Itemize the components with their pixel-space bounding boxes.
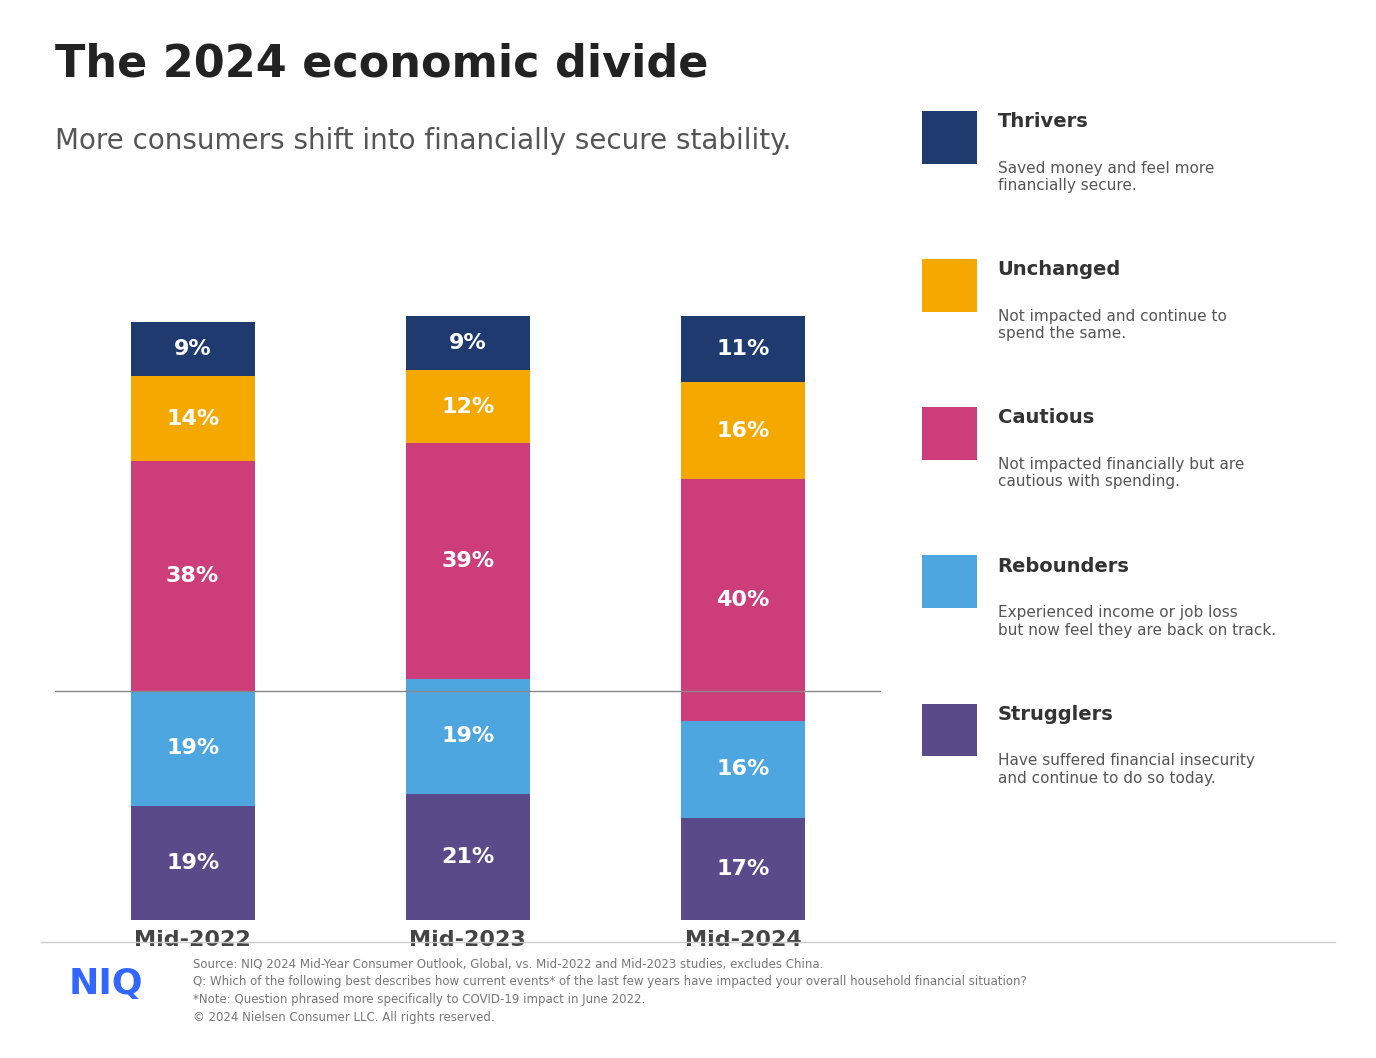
Text: Source: NIQ 2024 Mid-Year Consumer Outlook, Global, vs. Mid-2022 and Mid-2023 st: Source: NIQ 2024 Mid-Year Consumer Outlo… — [193, 957, 1026, 1024]
Text: Strugglers: Strugglers — [998, 705, 1113, 724]
Text: Experienced income or job loss
but now feel they are back on track.: Experienced income or job loss but now f… — [998, 605, 1276, 638]
Text: 14%: 14% — [166, 408, 219, 428]
Bar — [406, 443, 530, 678]
Text: More consumers shift into financially secure stability.: More consumers shift into financially se… — [55, 127, 791, 154]
Bar — [681, 382, 805, 479]
Bar — [131, 691, 255, 805]
Bar — [406, 370, 530, 443]
Text: 17%: 17% — [717, 859, 769, 879]
Text: 19%: 19% — [166, 738, 219, 759]
Bar — [131, 461, 255, 691]
Text: 19%: 19% — [166, 853, 219, 873]
Bar — [131, 805, 255, 920]
Text: 16%: 16% — [717, 760, 769, 780]
Text: 12%: 12% — [442, 397, 494, 417]
Bar — [406, 316, 530, 370]
Text: 38%: 38% — [166, 566, 219, 586]
Text: NIQ: NIQ — [69, 967, 143, 1001]
Bar — [681, 316, 805, 382]
Bar — [681, 720, 805, 818]
Text: 40%: 40% — [717, 590, 769, 610]
Text: 9%: 9% — [449, 333, 487, 353]
Text: Rebounders: Rebounders — [998, 557, 1130, 576]
Text: The 2024 economic divide: The 2024 economic divide — [55, 42, 709, 86]
Text: Thrivers: Thrivers — [998, 112, 1088, 131]
Text: 39%: 39% — [442, 551, 494, 570]
Text: Not impacted financially but are
cautious with spending.: Not impacted financially but are cautiou… — [998, 457, 1244, 490]
Text: Have suffered financial insecurity
and continue to do so today.: Have suffered financial insecurity and c… — [998, 753, 1255, 786]
Bar — [131, 322, 255, 377]
Bar — [406, 678, 530, 794]
Text: 16%: 16% — [717, 421, 769, 441]
Bar — [131, 377, 255, 461]
Text: Unchanged: Unchanged — [998, 260, 1121, 279]
Bar — [681, 818, 805, 920]
Bar — [406, 794, 530, 920]
Text: 9%: 9% — [173, 340, 212, 359]
Text: Saved money and feel more
financially secure.: Saved money and feel more financially se… — [998, 161, 1214, 194]
Text: 19%: 19% — [442, 726, 494, 746]
Bar — [681, 479, 805, 720]
Text: 11%: 11% — [717, 340, 769, 359]
Text: Cautious: Cautious — [998, 408, 1094, 427]
Text: Not impacted and continue to
spend the same.: Not impacted and continue to spend the s… — [998, 309, 1226, 342]
Text: 21%: 21% — [442, 847, 494, 867]
